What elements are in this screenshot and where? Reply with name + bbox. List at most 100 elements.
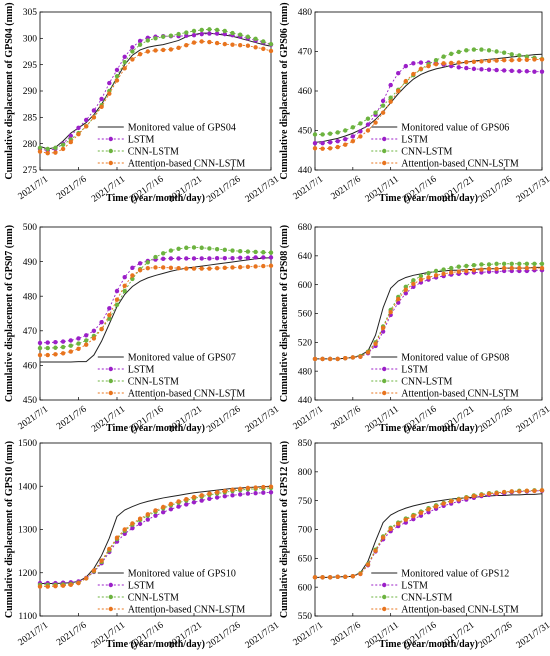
y-tick-label: 450 (298, 127, 313, 137)
data-point-cnn_lstm (168, 33, 174, 38)
data-point-cnn_lstm (388, 95, 393, 100)
y-tick-label: 520 (298, 339, 313, 349)
data-point-cnn_lstm (37, 345, 43, 351)
data-point-lstm (84, 117, 89, 123)
data-point-attention (122, 283, 127, 289)
data-point-cnn_lstm (130, 49, 135, 54)
x-tick-label: 2021/7/1 (292, 174, 326, 202)
legend-label-attention: Attention-based CNN-LSTM (401, 388, 519, 399)
data-point-attention (114, 297, 120, 302)
data-point-attention (37, 584, 43, 589)
x-tick-label: 2021/7/1 (17, 174, 51, 202)
data-point-lstm (184, 256, 189, 261)
legend-label-monitored: Monitored value of GPS08 (401, 352, 509, 363)
data-point-lstm (396, 71, 401, 76)
data-point-attention (411, 514, 416, 519)
data-point-cnn_lstm (261, 39, 266, 44)
data-point-cnn_lstm (501, 261, 507, 266)
data-point-attention (207, 266, 212, 271)
data-point-attention (137, 516, 143, 521)
data-point-attention (99, 558, 104, 563)
data-point-lstm (68, 338, 74, 343)
data-point-attention (327, 356, 333, 362)
plot-frame (39, 442, 272, 617)
y-tick-label: 600 (298, 583, 313, 593)
data-point-attention (388, 526, 393, 532)
data-point-attention (107, 91, 112, 96)
data-point-attention (532, 57, 537, 62)
data-point-attention (45, 150, 50, 156)
y-tick-label: 480 (298, 367, 313, 377)
data-point-lstm (479, 67, 484, 72)
y-tick-label: 460 (298, 87, 313, 97)
y-tick-label: 480 (23, 292, 38, 302)
series-line-attention (40, 265, 272, 356)
data-point-attention (153, 48, 158, 53)
data-point-attention (494, 490, 499, 496)
data-point-lstm (137, 261, 143, 266)
data-point-cnn_lstm (161, 34, 166, 39)
data-point-lstm (153, 513, 158, 518)
x-axis-label: Time (year/month/day) (379, 639, 478, 650)
data-point-attention (343, 574, 348, 579)
data-point-lstm (91, 328, 97, 333)
data-point-attention (456, 269, 461, 274)
data-point-attention (60, 146, 66, 152)
data-point-lstm (207, 31, 212, 36)
x-tick-label: 2021/7/26 (205, 174, 243, 204)
chart-panel-5: 1100 1200 1300 1400 1500 2021/7/1 2021/7/6 2021… (4, 439, 281, 651)
data-point-lstm (76, 336, 81, 341)
data-point-cnn_lstm (230, 30, 235, 36)
data-point-lstm (107, 306, 112, 311)
data-point-attention (161, 504, 166, 510)
data-point-lstm (114, 67, 120, 73)
x-axis-label: Time (year/month/day) (379, 193, 478, 204)
data-point-cnn_lstm (184, 245, 189, 250)
legend-marker-lstm (108, 582, 113, 588)
y-tick-label: 305 (23, 8, 38, 18)
data-point-cnn_lstm (327, 131, 333, 136)
data-point-cnn_lstm (60, 344, 66, 350)
data-point-cnn_lstm (207, 27, 212, 32)
data-point-attention (253, 485, 258, 490)
legend-marker-attention (382, 606, 387, 612)
legend-label-attention: Attention-based CNN-LSTM (128, 388, 246, 399)
data-point-attention (343, 142, 348, 147)
data-point-attention (191, 40, 197, 45)
data-point-attention (60, 351, 66, 356)
data-point-cnn_lstm (191, 245, 197, 250)
data-point-attention (418, 66, 424, 72)
data-point-cnn_lstm (45, 146, 50, 152)
data-point-lstm (145, 517, 150, 522)
data-point-attention (207, 39, 212, 45)
data-point-attention (396, 296, 401, 302)
data-point-lstm (199, 498, 204, 503)
data-point-attention (230, 265, 235, 270)
data-point-lstm (486, 67, 492, 72)
y-tick-label: 285 (23, 114, 38, 124)
data-point-cnn_lstm (214, 27, 220, 33)
data-point-attention (261, 46, 266, 52)
chart-panel-4: 440 480 520 560 600 640 680 2021/7/1 2021/7/6 202… (279, 223, 550, 435)
data-point-lstm (191, 500, 197, 505)
chart-panel-3: 450 460 470 480 490 500 2021/7/1 2021/7/6 2021/7… (4, 223, 281, 435)
data-point-lstm (327, 140, 333, 145)
data-point-lstm (539, 69, 545, 74)
y-axis-label: Cumulative displacement of GPS06 (mm) (279, 2, 290, 179)
data-point-lstm (76, 125, 81, 131)
data-point-cnn_lstm (122, 59, 127, 65)
series-line-attention (315, 489, 543, 578)
legend-label-attention: Attention-based CNN-LSTM (128, 158, 246, 169)
data-point-attention (335, 356, 340, 362)
data-point-lstm (524, 69, 530, 74)
data-point-attention (433, 61, 439, 67)
data-point-attention (426, 507, 431, 512)
data-point-cnn_lstm (191, 28, 197, 34)
legend-marker-lstm (382, 136, 387, 142)
data-point-attention (471, 493, 477, 499)
legend: Monitored value of GPS04LSTMCNN-LSTMAtte… (97, 122, 246, 169)
data-point-attention (312, 356, 318, 362)
data-point-lstm (261, 490, 266, 495)
data-point-attention (268, 48, 274, 54)
data-point-attention (261, 484, 266, 490)
